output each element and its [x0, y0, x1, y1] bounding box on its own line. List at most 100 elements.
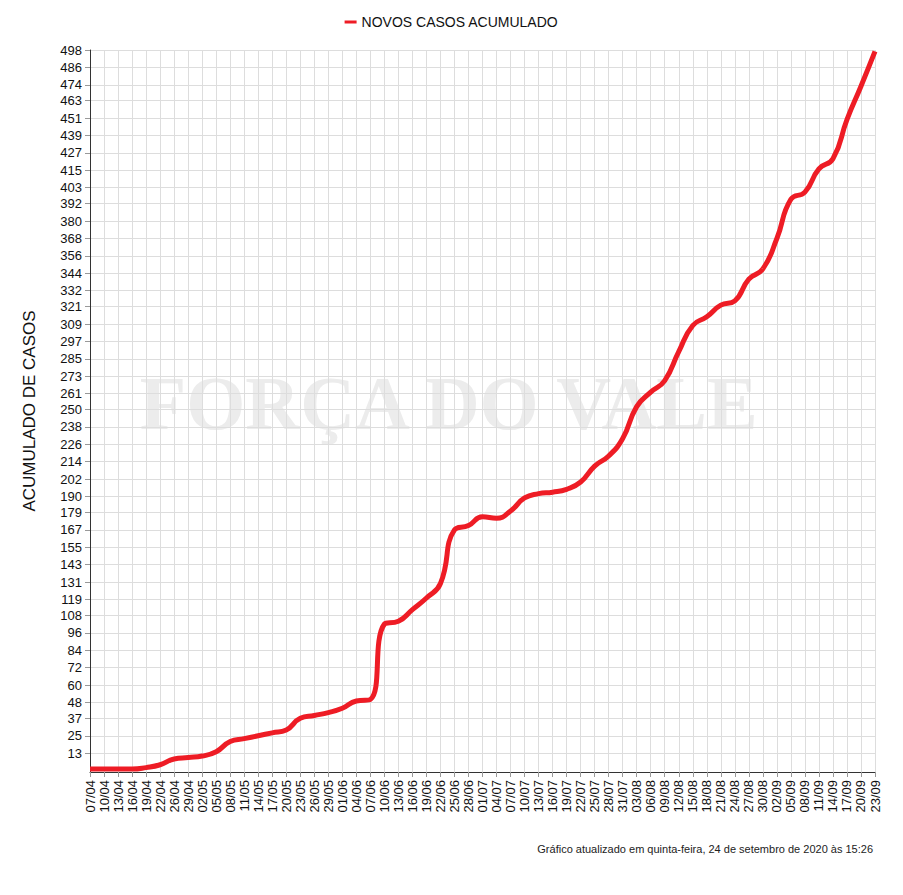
svg-text:02/09: 02/09: [769, 780, 784, 813]
svg-text:ACUMULADO DE CASOS: ACUMULADO DE CASOS: [20, 310, 39, 511]
svg-text:119: 119: [61, 592, 82, 607]
svg-text:321: 321: [60, 299, 82, 314]
svg-text:486: 486: [60, 60, 82, 75]
svg-text:344: 344: [60, 266, 82, 281]
svg-text:21/08: 21/08: [713, 780, 728, 813]
svg-text:29/05: 29/05: [321, 780, 336, 813]
svg-text:202: 202: [60, 472, 82, 487]
svg-text:17/05: 17/05: [265, 780, 280, 813]
svg-text:07/06: 07/06: [363, 780, 378, 813]
svg-text:19/06: 19/06: [419, 780, 434, 813]
svg-text:415: 415: [60, 163, 82, 178]
svg-text:179: 179: [60, 505, 82, 520]
svg-text:08/05: 08/05: [223, 780, 238, 813]
svg-text:155: 155: [60, 540, 82, 555]
svg-text:25: 25: [68, 728, 82, 743]
svg-text:427: 427: [60, 145, 82, 160]
svg-text:20/05: 20/05: [279, 780, 294, 813]
svg-text:14/05: 14/05: [251, 780, 266, 813]
svg-text:285: 285: [60, 351, 82, 366]
svg-text:01/07: 01/07: [475, 780, 490, 813]
svg-text:14/09: 14/09: [825, 780, 840, 813]
svg-text:10/06: 10/06: [377, 780, 392, 813]
svg-text:18/08: 18/08: [699, 780, 714, 813]
svg-text:12/08: 12/08: [671, 780, 686, 813]
svg-text:04/07: 04/07: [489, 780, 504, 813]
svg-text:261: 261: [60, 386, 82, 401]
svg-text:498: 498: [60, 43, 82, 58]
svg-text:02/05: 02/05: [195, 780, 210, 813]
svg-text:27/08: 27/08: [741, 780, 756, 813]
svg-text:25/07: 25/07: [587, 780, 602, 813]
svg-text:238: 238: [60, 419, 82, 434]
svg-text:214: 214: [60, 454, 82, 469]
svg-text:380: 380: [60, 214, 82, 229]
svg-text:26/05: 26/05: [307, 780, 322, 813]
svg-text:13/04: 13/04: [111, 780, 126, 813]
svg-text:23/09: 23/09: [868, 780, 883, 813]
svg-text:108: 108: [60, 608, 82, 623]
svg-text:28/07: 28/07: [601, 780, 616, 813]
svg-text:03/08: 03/08: [629, 780, 644, 813]
svg-text:31/07: 31/07: [615, 780, 630, 813]
svg-text:463: 463: [60, 93, 82, 108]
svg-text:10/04: 10/04: [97, 780, 112, 813]
svg-text:15/08: 15/08: [685, 780, 700, 813]
svg-text:01/06: 01/06: [335, 780, 350, 813]
svg-text:167: 167: [60, 522, 82, 537]
svg-text:273: 273: [60, 369, 82, 384]
svg-text:474: 474: [60, 77, 82, 92]
svg-text:451: 451: [60, 111, 82, 126]
svg-text:392: 392: [60, 196, 82, 211]
svg-text:13: 13: [68, 746, 82, 761]
svg-text:07/07: 07/07: [503, 780, 518, 813]
svg-text:22/04: 22/04: [153, 780, 168, 813]
svg-text:24/08: 24/08: [727, 780, 742, 813]
svg-text:332: 332: [60, 283, 82, 298]
svg-text:16/04: 16/04: [125, 780, 140, 813]
svg-text:05/05: 05/05: [209, 780, 224, 813]
svg-text:368: 368: [60, 231, 82, 246]
svg-text:30/08: 30/08: [755, 780, 770, 813]
svg-text:439: 439: [60, 128, 82, 143]
svg-text:29/04: 29/04: [181, 780, 196, 813]
svg-text:37: 37: [68, 711, 82, 726]
svg-text:48: 48: [68, 695, 82, 710]
svg-text:23/05: 23/05: [293, 780, 308, 813]
svg-text:06/08: 06/08: [643, 780, 658, 813]
svg-text:Gráfico atualizado em quinta-f: Gráfico atualizado em quinta-feira, 24 d…: [537, 843, 873, 855]
svg-text:09/08: 09/08: [657, 780, 672, 813]
svg-text:403: 403: [60, 180, 82, 195]
svg-text:19/04: 19/04: [139, 780, 154, 813]
svg-text:11/09: 11/09: [811, 780, 826, 812]
svg-text:16/06: 16/06: [405, 780, 420, 813]
svg-text:05/09: 05/09: [783, 780, 798, 813]
svg-text:22/07: 22/07: [573, 780, 588, 813]
svg-text:17/09: 17/09: [839, 780, 854, 813]
svg-text:04/06: 04/06: [349, 780, 364, 813]
svg-text:28/06: 28/06: [461, 780, 476, 813]
svg-text:20/09: 20/09: [853, 780, 868, 813]
svg-text:25/06: 25/06: [447, 780, 462, 813]
svg-text:11/05: 11/05: [237, 780, 252, 812]
svg-text:96: 96: [68, 625, 82, 640]
svg-text:297: 297: [60, 334, 82, 349]
svg-text:309: 309: [60, 317, 82, 332]
svg-text:08/09: 08/09: [797, 780, 812, 813]
svg-text:250: 250: [60, 402, 82, 417]
svg-text:NOVOS CASOS ACUMULADO: NOVOS CASOS ACUMULADO: [362, 14, 558, 30]
svg-text:190: 190: [60, 489, 82, 504]
svg-text:FORÇA DO VALE: FORÇA DO VALE: [140, 361, 758, 445]
svg-text:13/06: 13/06: [391, 780, 406, 813]
svg-text:60: 60: [68, 678, 82, 693]
svg-text:84: 84: [68, 643, 82, 658]
svg-text:143: 143: [60, 557, 82, 572]
svg-text:10/07: 10/07: [517, 780, 532, 813]
svg-text:22/06: 22/06: [433, 780, 448, 813]
svg-text:07/04: 07/04: [83, 780, 98, 813]
svg-text:131: 131: [60, 575, 82, 590]
svg-text:16/07: 16/07: [545, 780, 560, 813]
svg-text:72: 72: [68, 660, 82, 675]
svg-text:19/07: 19/07: [559, 780, 574, 813]
svg-text:13/07: 13/07: [531, 780, 546, 813]
